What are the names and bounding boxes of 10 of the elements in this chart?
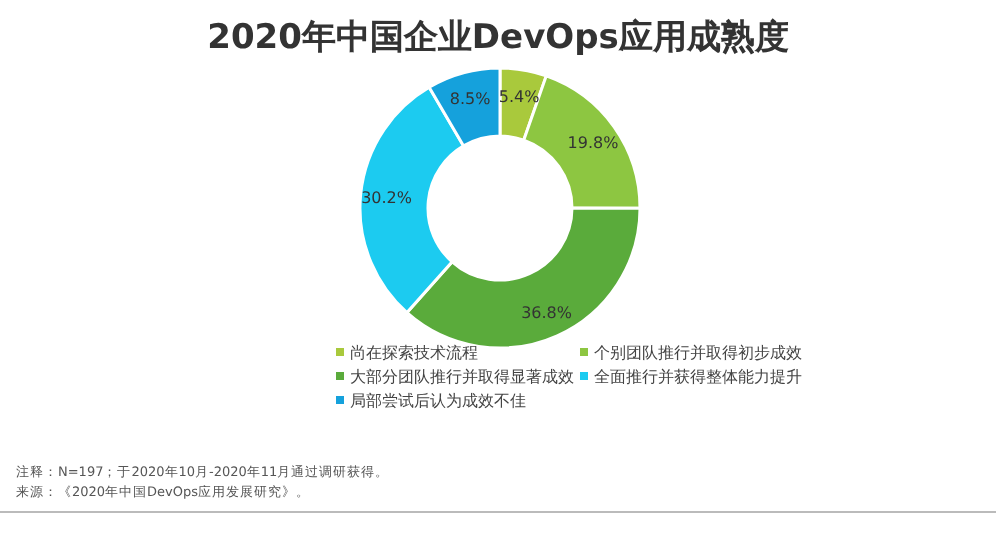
legend-label: 全面推行并获得整体能力提升 [594,368,802,386]
legend-label: 大部分团队推行并取得显著成效 [350,368,574,386]
data-label: 19.8% [567,134,620,153]
chart-title: 2020年中国企业DevOps应用成熟度 [207,18,789,58]
legend-label: 尚在探索技术流程 [350,344,478,362]
data-label: 30.2% [361,188,413,207]
legend-label: 局部尝试后认为成效不佳 [350,392,526,410]
data-label: 8.5% [449,89,492,108]
data-label: 36.8% [521,304,573,323]
legend-label: 个别团队推行并取得初步成效 [594,344,802,362]
